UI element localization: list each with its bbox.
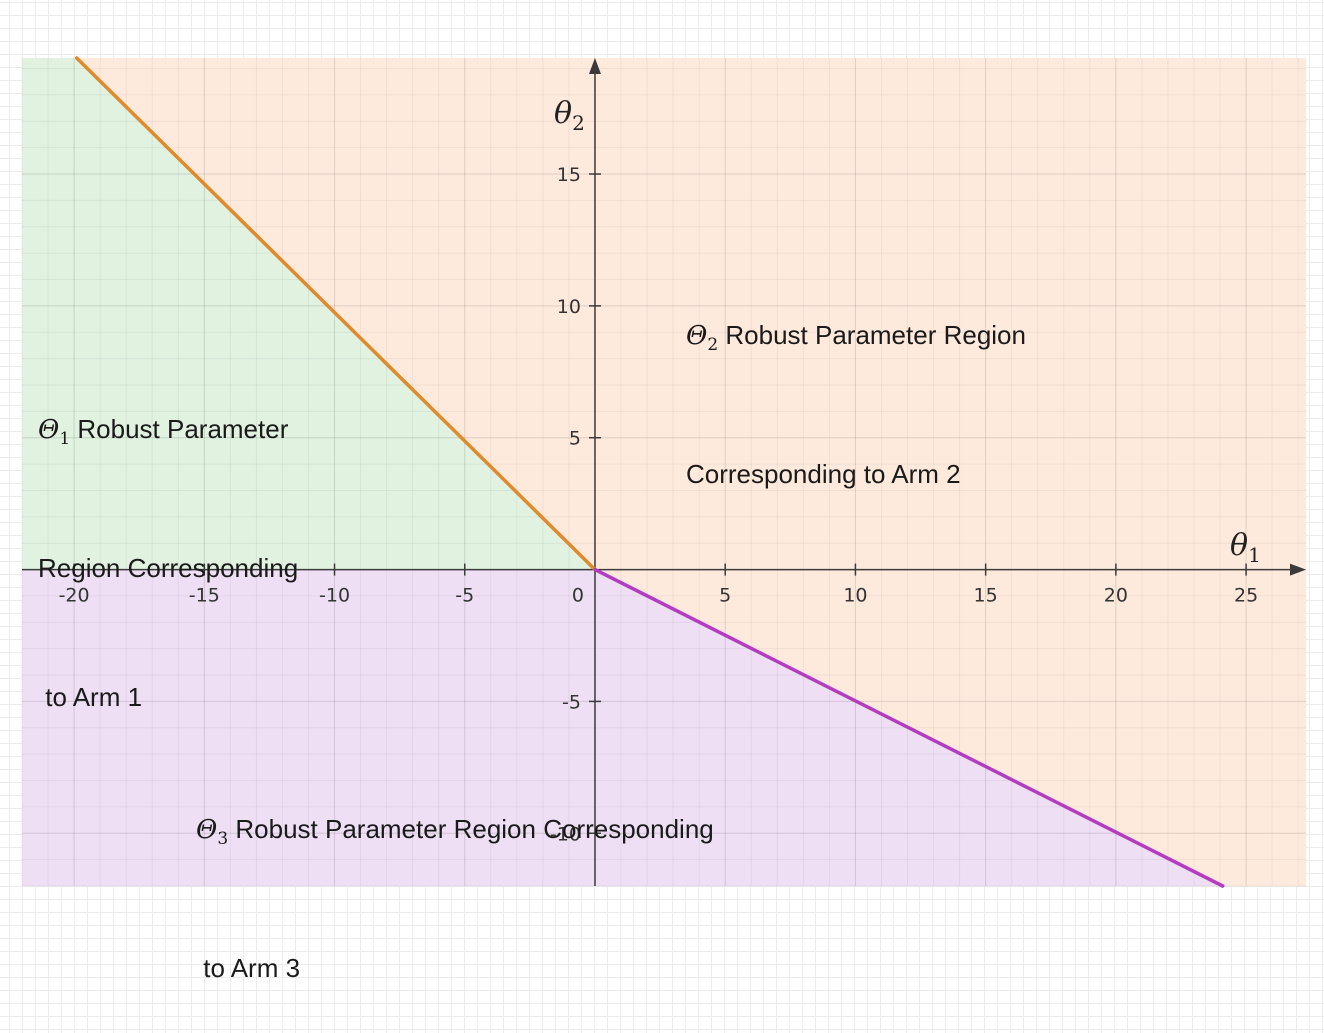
x-axis-label-sub: 1 bbox=[1248, 543, 1261, 567]
region-2-area bbox=[76, 58, 1307, 886]
region-1-area bbox=[22, 58, 595, 570]
regions-layer bbox=[22, 58, 1307, 886]
region-3-area bbox=[22, 569, 1223, 886]
x-axis-arrow bbox=[1290, 563, 1306, 576]
x-tick-label: 15 bbox=[974, 585, 998, 607]
boundary-lines-layer bbox=[74, 56, 1225, 888]
x-tick-label: 5 bbox=[719, 585, 731, 607]
region-3-symbol-sub: 3 bbox=[217, 829, 229, 850]
boundary-2-3-line bbox=[593, 567, 1225, 888]
region-1-symbol-sub: 1 bbox=[59, 429, 71, 450]
boundary-1-2-line bbox=[74, 56, 597, 572]
region-2-label: Θ2 Robust Parameter Region Corresponding… bbox=[686, 228, 1026, 539]
x-tick-label: 0 bbox=[572, 585, 584, 607]
region-2-label-line: Corresponding to Arm 2 bbox=[686, 459, 961, 490]
y-axis-label-sub: 2 bbox=[572, 111, 585, 135]
y-tick-label: -10 bbox=[550, 823, 581, 845]
region-2-symbol: Θ bbox=[686, 321, 708, 351]
region-3-symbol: Θ bbox=[196, 815, 218, 845]
y-tick-label: 15 bbox=[557, 164, 581, 186]
region-2-label-text: Robust Parameter Region bbox=[718, 320, 1026, 350]
region-3-label-line: Θ3 Robust Parameter Region Corresponding bbox=[196, 808, 714, 861]
y-tick-label: -5 bbox=[562, 691, 581, 713]
region-3-label: Θ3 Robust Parameter Region Corresponding… bbox=[196, 722, 714, 1033]
y-tick-label: 5 bbox=[569, 428, 581, 450]
region-2-symbol-sub: 2 bbox=[707, 335, 719, 356]
x-tick-label: 20 bbox=[1104, 585, 1128, 607]
x-tick-label: -15 bbox=[189, 585, 220, 607]
x-axis-label: θ1 bbox=[1230, 528, 1261, 567]
region-1-label-line: Region Corresponding bbox=[38, 553, 299, 584]
x-tick-label: 10 bbox=[843, 585, 867, 607]
x-tick-label: 25 bbox=[1234, 585, 1258, 607]
region-1-label-text: Robust Parameter bbox=[70, 414, 289, 444]
region-3-label-line: to Arm 3 bbox=[196, 953, 301, 984]
region-1-label: Θ1 Robust Parameter Region Corresponding… bbox=[38, 322, 298, 762]
grid-layer bbox=[21, 58, 1306, 887]
region-1-label-line: to Arm 1 bbox=[38, 682, 143, 713]
chart-svg: -20 -15 -10 -5 0 5 10 15 20 25 -10 -5 5 10 15 bbox=[21, 56, 1307, 888]
y-tick-label: 10 bbox=[557, 296, 581, 318]
x-tick-label: -5 bbox=[455, 585, 474, 607]
region-2-label-line: Θ2 Robust Parameter Region bbox=[686, 314, 1026, 367]
y-axis-label: θ2 bbox=[554, 96, 585, 135]
x-axis-label-symbol: θ bbox=[1230, 528, 1249, 563]
region-1-symbol: Θ bbox=[38, 415, 60, 445]
ticks-layer: -20 -15 -10 -5 0 5 10 15 20 25 -10 -5 5 10 15 bbox=[59, 164, 1259, 845]
y-axis-arrow bbox=[588, 58, 601, 74]
region-1-label-line: Θ1 Robust Parameter bbox=[38, 408, 298, 461]
x-tick-label: -10 bbox=[319, 585, 350, 607]
y-axis-label-symbol: θ bbox=[554, 96, 573, 131]
axes-layer bbox=[22, 58, 1306, 886]
region-3-label-text: Robust Parameter Region Corresponding bbox=[228, 814, 714, 844]
x-tick-label: -20 bbox=[59, 585, 90, 607]
